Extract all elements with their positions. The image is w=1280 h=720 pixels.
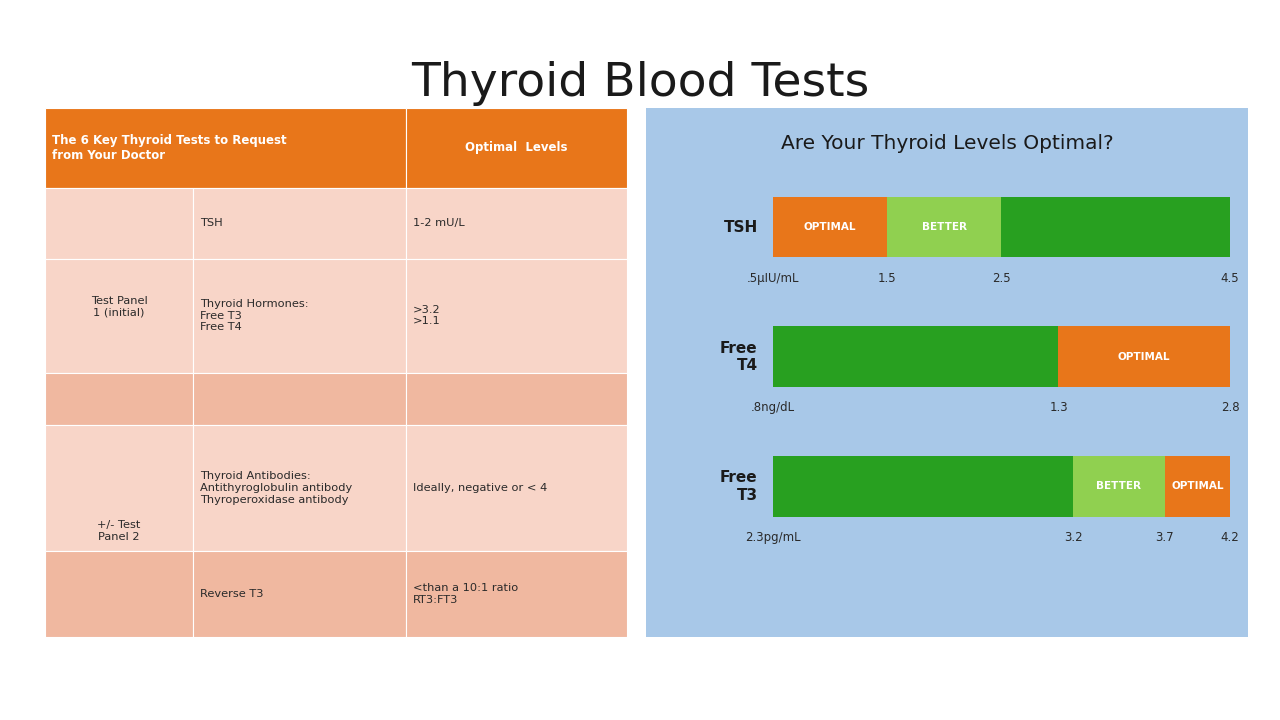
- FancyBboxPatch shape: [406, 258, 627, 373]
- Text: OPTIMAL: OPTIMAL: [804, 222, 856, 232]
- Text: 2.8: 2.8: [1221, 402, 1239, 415]
- Text: Thyroid Blood Tests: Thyroid Blood Tests: [411, 61, 869, 106]
- FancyBboxPatch shape: [1165, 456, 1230, 517]
- Text: 1-2 mU/L: 1-2 mU/L: [413, 218, 465, 228]
- FancyBboxPatch shape: [193, 425, 406, 551]
- FancyBboxPatch shape: [406, 551, 627, 637]
- Text: The 6 Key Thyroid Tests to Request
from Your Doctor: The 6 Key Thyroid Tests to Request from …: [51, 134, 287, 162]
- FancyBboxPatch shape: [406, 425, 627, 551]
- Text: Reverse T3: Reverse T3: [200, 589, 264, 599]
- FancyBboxPatch shape: [773, 197, 887, 258]
- FancyBboxPatch shape: [773, 456, 1073, 517]
- Text: 1.3: 1.3: [1050, 402, 1068, 415]
- Text: 4.5: 4.5: [1221, 271, 1239, 285]
- FancyBboxPatch shape: [45, 258, 193, 373]
- Text: Optimal  Levels: Optimal Levels: [466, 142, 568, 155]
- Text: 2.5: 2.5: [992, 271, 1011, 285]
- FancyBboxPatch shape: [45, 108, 406, 188]
- Text: Free
T4: Free T4: [721, 341, 758, 373]
- Text: 1.5: 1.5: [878, 271, 896, 285]
- Text: Thyroid Antibodies:
Antithyroglobulin antibody
Thyroperoxidase antibody: Thyroid Antibodies: Antithyroglobulin an…: [200, 472, 352, 505]
- Text: 2.3pg/mL: 2.3pg/mL: [745, 531, 800, 544]
- FancyBboxPatch shape: [45, 551, 193, 637]
- FancyBboxPatch shape: [1073, 456, 1165, 517]
- Text: Test Panel
1 (initial): Test Panel 1 (initial): [91, 296, 147, 318]
- FancyBboxPatch shape: [45, 425, 193, 551]
- Text: BETTER: BETTER: [1097, 482, 1142, 491]
- FancyBboxPatch shape: [193, 551, 406, 637]
- FancyBboxPatch shape: [406, 373, 627, 425]
- FancyBboxPatch shape: [45, 188, 193, 258]
- Text: 3.2: 3.2: [1064, 531, 1083, 544]
- FancyBboxPatch shape: [1059, 326, 1230, 387]
- Text: >3.2
>1.1: >3.2 >1.1: [413, 305, 440, 326]
- Text: Ideally, negative or < 4: Ideally, negative or < 4: [413, 483, 547, 493]
- Text: TSH: TSH: [200, 218, 223, 228]
- FancyBboxPatch shape: [193, 373, 406, 425]
- Text: OPTIMAL: OPTIMAL: [1171, 482, 1224, 491]
- FancyBboxPatch shape: [406, 188, 627, 258]
- Text: Are Your Thyroid Levels Optimal?: Are Your Thyroid Levels Optimal?: [781, 135, 1114, 153]
- FancyBboxPatch shape: [773, 326, 1059, 387]
- Text: Free
T3: Free T3: [721, 470, 758, 503]
- FancyBboxPatch shape: [406, 108, 627, 188]
- Text: <than a 10:1 ratio
RT3:FT3: <than a 10:1 ratio RT3:FT3: [413, 583, 518, 605]
- Text: +/- Test
Panel 2: +/- Test Panel 2: [97, 521, 141, 542]
- Text: .8ng/dL: .8ng/dL: [750, 402, 795, 415]
- FancyBboxPatch shape: [193, 188, 406, 258]
- Text: 3.7: 3.7: [1156, 531, 1174, 544]
- Text: 4.2: 4.2: [1221, 531, 1239, 544]
- Text: BETTER: BETTER: [922, 222, 966, 232]
- Text: Thyroid Hormones:
Free T3
Free T4: Thyroid Hormones: Free T3 Free T4: [200, 299, 308, 333]
- Text: .5μIU/mL: .5μIU/mL: [746, 271, 799, 285]
- Text: OPTIMAL: OPTIMAL: [1117, 352, 1170, 361]
- FancyBboxPatch shape: [887, 197, 1001, 258]
- FancyBboxPatch shape: [1001, 197, 1230, 258]
- FancyBboxPatch shape: [646, 108, 1248, 637]
- FancyBboxPatch shape: [45, 373, 193, 425]
- FancyBboxPatch shape: [193, 258, 406, 373]
- Text: TSH: TSH: [723, 220, 758, 235]
